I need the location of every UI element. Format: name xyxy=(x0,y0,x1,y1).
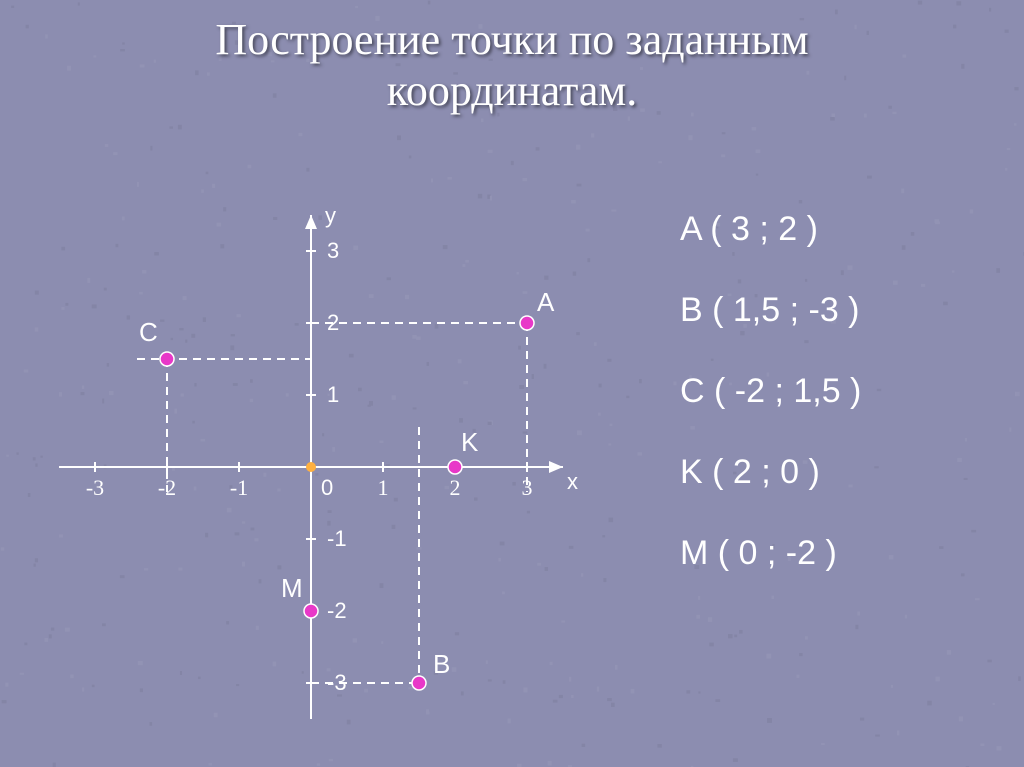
point-label-a: A xyxy=(537,287,555,317)
legend-row-b: B ( 1,5 ; -3 ) xyxy=(680,291,861,330)
y-tick-label: 2 xyxy=(327,310,339,335)
x-tick-label: -1 xyxy=(230,475,248,500)
point-c xyxy=(160,352,174,366)
point-label-k: K xyxy=(461,427,479,457)
y-tick-label: 3 xyxy=(327,238,339,263)
point-a xyxy=(520,316,534,330)
legend-label: B xyxy=(680,291,712,329)
legend-coords: ( 1,5 ; -3 ) xyxy=(712,291,859,329)
point-b xyxy=(412,676,426,690)
legend-coords: ( -2 ; 1,5 ) xyxy=(714,372,861,410)
point-m xyxy=(304,604,318,618)
legend-row-m: M ( 0 ; -2 ) xyxy=(680,534,861,573)
y-tick-label: -2 xyxy=(327,598,347,623)
point-k xyxy=(448,460,462,474)
x-axis-label: x xyxy=(567,469,578,494)
y-tick-label: -1 xyxy=(327,526,347,551)
legend-row-k: K ( 2 ; 0 ) xyxy=(680,453,861,492)
legend-coords: ( 0 ; -2 ) xyxy=(718,534,837,572)
point-label-m: M xyxy=(281,573,303,603)
x-axis-arrow xyxy=(549,461,563,473)
legend-row-c: C ( -2 ; 1,5 ) xyxy=(680,372,861,411)
point-label-b: B xyxy=(433,649,450,679)
point-label-c: C xyxy=(139,317,158,347)
slide-title: Построение точки по заданным координатам… xyxy=(0,15,1024,116)
legend-label: M xyxy=(680,534,718,572)
x-tick-label: 1 xyxy=(378,475,389,500)
x-tick-label: -2 xyxy=(158,475,176,500)
legend-coords: ( 3 ; 2 ) xyxy=(710,210,818,248)
legend-row-a: A ( 3 ; 2 ) xyxy=(680,210,861,249)
slide: -3 -2 -1 1 2 3 -3 -2 -1 1 2 3 0 x y A B C K M Построение то… xyxy=(0,0,1024,767)
y-axis-arrow xyxy=(305,215,317,229)
origin-label: 0 xyxy=(321,475,333,500)
origin-dot xyxy=(306,462,316,472)
y-tick-label: 1 xyxy=(327,382,339,407)
x-tick-label: 2 xyxy=(450,475,461,500)
legend-coords: ( 2 ; 0 ) xyxy=(712,453,820,491)
legend-label: A xyxy=(680,210,710,248)
x-tick-label: 3 xyxy=(522,475,533,500)
legend-label: K xyxy=(680,453,712,491)
y-tick-label: -3 xyxy=(327,670,347,695)
x-tick-label: -3 xyxy=(86,475,104,500)
point-legend: A ( 3 ; 2 ) B ( 1,5 ; -3 ) C ( -2 ; 1,5 ) K… xyxy=(680,210,861,615)
y-axis-label: y xyxy=(325,203,336,228)
legend-label: C xyxy=(680,372,714,410)
